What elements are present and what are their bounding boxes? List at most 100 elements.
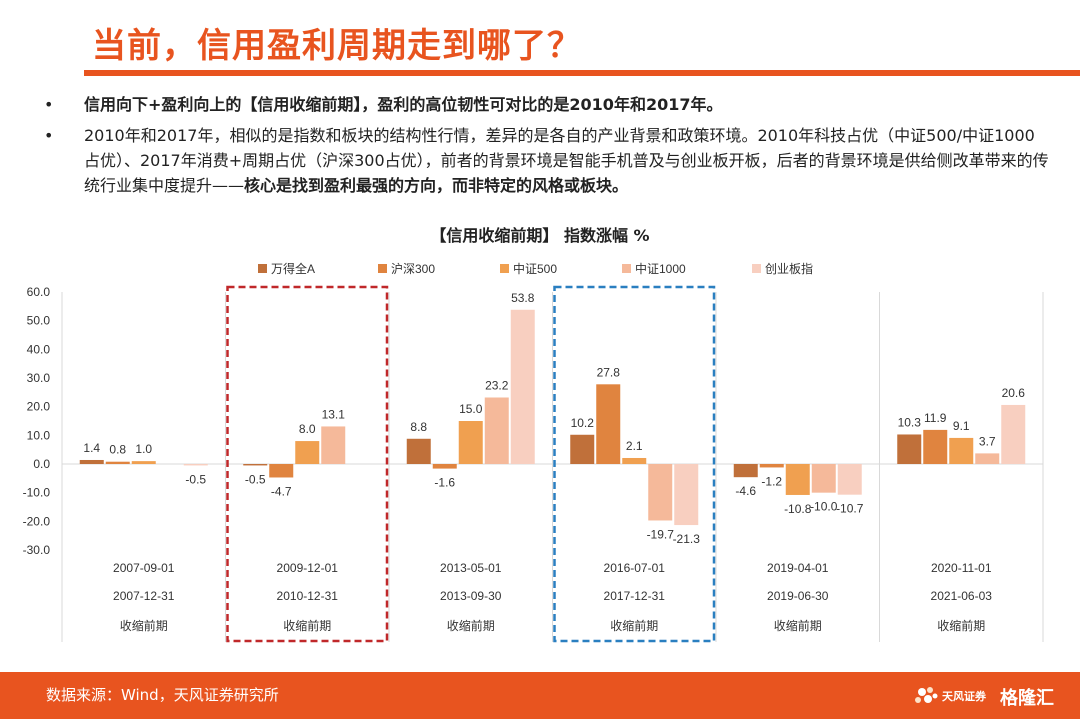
bar [484,397,509,464]
category-end-label: 2021-06-03 [931,589,993,603]
bullet-dot-icon: • [44,95,54,114]
category-start-label: 2016-07-01 [604,561,666,575]
bar [131,461,156,464]
y-tick-label: 60.0 [27,285,51,299]
bar [570,434,595,464]
bar [183,464,208,466]
bar [295,441,320,464]
data-label: -21.3 [673,532,701,546]
data-label: 0.8 [109,443,126,457]
category-end-label: 2007-12-31 [113,589,175,603]
bar [648,464,673,521]
category-start-label: 2019-04-01 [767,561,829,575]
legend-swatch [752,264,761,273]
data-label: 10.3 [898,415,922,429]
category-end-label: 2013-09-30 [440,589,502,603]
data-label: 13.1 [322,407,346,421]
bar [432,464,457,469]
y-tick-label: 0.0 [33,457,50,471]
category-end-label: 2019-06-30 [767,589,829,603]
brand-logo-text: 天风证券 [942,690,986,703]
flower-logo-icon [915,687,938,703]
data-label: 11.9 [924,411,947,425]
data-label: 15.0 [459,402,483,416]
bar [510,309,535,464]
y-tick-label: -30.0 [23,543,51,557]
legend-label: 万得全A [271,261,315,276]
data-label: -1.2 [761,474,782,488]
bullet-item-1: • 信用向下+盈利向上的【信用收缩前期】，盈利的高位韧性可对比的是2010年和2… [40,92,1050,117]
category-phase-label: 收缩前期 [937,618,985,633]
legend-label: 沪深300 [391,262,435,276]
y-tick-label: 20.0 [27,400,51,414]
bar [269,464,294,478]
category-start-label: 2020-11-01 [931,561,992,575]
data-label: -19.7 [647,527,675,541]
data-label: -10.8 [784,502,812,516]
category-phase-label: 收缩前期 [447,618,495,633]
category-end-label: 2017-12-31 [604,589,666,603]
category-start-label: 2013-05-01 [440,561,502,575]
bar [897,434,922,464]
data-label: -4.6 [735,484,756,498]
bar [406,438,431,464]
y-tick-label: 50.0 [27,314,51,328]
data-label: -0.5 [185,472,206,486]
legend-label: 中证500 [513,261,557,276]
data-label: 10.2 [571,416,595,430]
page-title: 当前，信用盈利周期走到哪了？ [92,26,582,66]
data-label: 8.8 [410,420,427,434]
data-label: 53.8 [511,291,535,305]
bar [458,421,483,464]
data-label: 3.7 [979,434,996,448]
legend-swatch [500,264,509,273]
bar [321,426,346,464]
category-end-label: 2010-12-31 [277,589,339,603]
legend-label: 创业板指 [765,261,813,276]
category-phase-label: 收缩前期 [774,618,822,633]
data-label: 1.0 [135,442,152,456]
bullet-list: • 信用向下+盈利向上的【信用收缩前期】，盈利的高位韧性可对比的是2010年和2… [40,92,1050,204]
y-tick-label: 40.0 [27,342,51,356]
data-label: -4.7 [271,484,292,498]
data-label: 23.2 [485,378,509,392]
legend-swatch [258,264,267,273]
data-label: -0.5 [245,472,266,486]
data-label: -1.6 [434,476,455,490]
bullet-text: 信用向下+盈利向上的【信用收缩前期】，盈利的高位韧性可对比的是2010年和201… [84,95,723,114]
bar [811,464,836,493]
y-tick-label: 30.0 [27,371,51,385]
bar [785,464,810,495]
legend-swatch [622,264,631,273]
data-label: 20.6 [1002,386,1026,400]
category-phase-label: 收缩前期 [283,618,331,633]
category-start-label: 2007-09-01 [113,561,175,575]
bar [79,459,104,464]
data-label: 27.8 [597,365,621,379]
y-tick-label: 10.0 [27,428,51,442]
bar [243,464,268,466]
bar [596,384,621,464]
bullet-item-2: • 2010年和2017年，相似的是指数和板块的结构性行情，差异的是各自的产业背… [40,123,1050,198]
bar [949,437,974,464]
bar [733,464,758,478]
category-start-label: 2009-12-01 [277,561,339,575]
bar [837,464,862,495]
y-tick-label: -10.0 [23,486,51,500]
bar [759,464,784,468]
bar [923,429,948,464]
bar [674,464,699,526]
title-rule [84,70,1080,76]
bar [1001,404,1026,464]
highlight-box [553,285,716,643]
bar [975,453,1000,464]
data-label: -10.0 [810,500,838,514]
legend-swatch [378,264,387,273]
bullet-text: 2010年和2017年，相似的是指数和板块的结构性行情，差异的是各自的产业背景和… [84,126,1049,195]
data-label: 9.1 [953,419,970,433]
data-label: -10.7 [836,502,864,516]
bar [622,457,647,464]
data-label: 2.1 [626,439,643,453]
footer-bar: 数据来源：Wind，天风证券研究所 天风证券 格隆汇 [0,672,1080,719]
data-label: 1.4 [83,441,100,455]
